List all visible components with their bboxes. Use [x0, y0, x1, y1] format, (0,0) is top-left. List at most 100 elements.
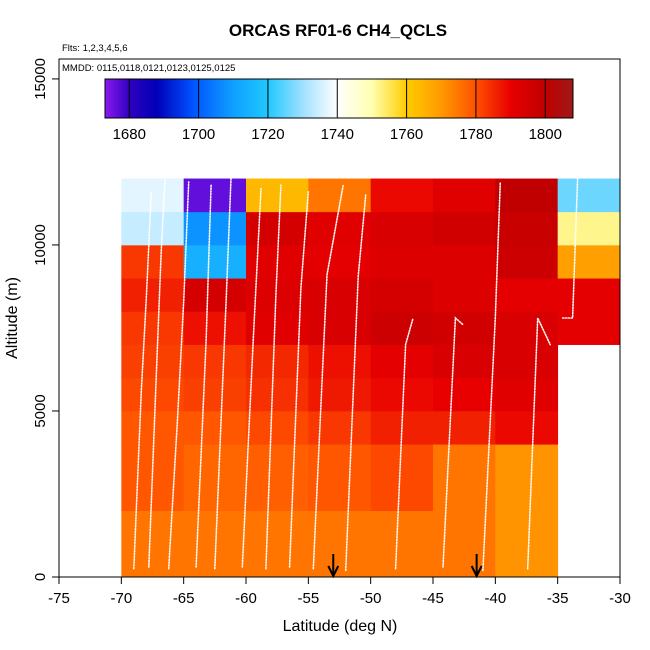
x-tick-label: -50: [360, 590, 382, 607]
x-tick-label: -35: [547, 590, 569, 607]
heatmap-cell: [121, 311, 185, 345]
flight-track: [148, 177, 166, 568]
heatmap-cell: [433, 444, 496, 511]
heatmap-cell: [121, 211, 185, 246]
heatmap-cell: [308, 244, 372, 279]
heatmap-cell: [495, 377, 559, 412]
y-tick-label: 15000: [32, 58, 49, 100]
flight-track: [133, 191, 153, 570]
heatmap-cell: [495, 211, 559, 246]
heatmap-cell: [183, 278, 247, 312]
x-axis: -75 -70 -65 -60 -55 -50 -45 -40 -35 -30: [48, 576, 631, 607]
arrow-markers: [327, 554, 483, 579]
heatmap-cell: [495, 410, 559, 445]
heatmap-cell: [557, 278, 621, 312]
heatmap-cell: [370, 377, 434, 412]
heatmap-cell: [495, 278, 559, 312]
x-tick-label: -45: [422, 590, 444, 607]
heatmap-cell: [433, 244, 496, 279]
heatmap-cell: [246, 344, 309, 379]
heatmap-cell: [370, 178, 434, 213]
colorbar-tick-label: 1780: [459, 126, 492, 143]
heatmap-cell: [121, 178, 185, 213]
heatmap-cell: [183, 377, 247, 412]
x-tick-label: -70: [110, 590, 132, 607]
heatmap-cell: [433, 178, 496, 213]
heatmap-cell: [495, 178, 559, 213]
heatmap-cell: [557, 311, 621, 345]
arrow-head: [470, 565, 483, 579]
heatmap-cell: [183, 311, 247, 345]
colorbar-tick-label: 1800: [529, 126, 562, 143]
heatmap-cell: [183, 344, 247, 379]
heatmap-cell: [433, 377, 496, 412]
heatmap-cell: [308, 311, 372, 345]
flight-track: [265, 184, 282, 570]
heatmap-cell: [495, 344, 559, 379]
heatmap-cell: [183, 178, 247, 213]
heatmap-cell: [246, 444, 309, 511]
dates-note: MMDD: 0115,0118,0121,0123,0125,0125: [62, 63, 235, 74]
heatmap-cell: [121, 244, 185, 279]
colorbar-tick-label: 1740: [321, 126, 354, 143]
arrow-marker: [470, 554, 483, 579]
heatmap-cell: [308, 211, 372, 246]
heatmap-cell: [495, 244, 559, 279]
colorbar-tick-label: 1760: [390, 126, 423, 143]
colorbar-tick-label: 1680: [113, 126, 146, 143]
flight-track: [167, 181, 190, 570]
heatmap-cell: [246, 211, 309, 246]
y-axis-label: Altitude (m): [4, 277, 21, 359]
y-tick-label: 10000: [32, 224, 49, 266]
heatmap-cell: [433, 311, 496, 345]
flight-track: [442, 316, 464, 568]
heatmap-cell: [433, 278, 496, 312]
heatmap-cell: [121, 410, 185, 445]
flight-track: [214, 177, 232, 570]
heatmap-cells: [121, 178, 621, 578]
heatmap-cell: [557, 178, 621, 213]
x-tick-label: -40: [484, 590, 506, 607]
heatmap-cell: [246, 510, 309, 578]
flight-track: [312, 184, 345, 570]
heatmap-cell: [246, 377, 309, 412]
flight-track: [344, 194, 367, 572]
x-tick-label: -55: [297, 590, 319, 607]
heatmap-cell: [433, 344, 496, 379]
heatmap-cell: [308, 278, 372, 312]
heatmap-cell: [433, 410, 496, 445]
heatmap-cell: [495, 510, 559, 578]
flights-note: Flts: 1,2,3,4,5,6: [62, 43, 127, 54]
heatmap-cell: [183, 444, 247, 511]
flight-track: [195, 184, 212, 568]
y-tick-label: 5000: [32, 394, 49, 427]
heatmap-cell: [246, 410, 309, 445]
heatmap-cell: [370, 278, 434, 312]
heatmap-cell: [308, 410, 372, 445]
heatmap-cell: [308, 377, 372, 412]
heatmap-cell: [370, 311, 434, 345]
heatmap-cell: [370, 510, 434, 578]
heatmap-cell: [183, 410, 247, 445]
flight-track: [561, 177, 579, 319]
heatmap-cell: [433, 211, 496, 246]
heatmap-cell: [308, 344, 372, 379]
flight-track: [288, 191, 310, 568]
y-axis: 0 5000 10000 15000: [32, 58, 60, 581]
flight-track: [482, 181, 502, 572]
colorbar-tick-label: 1700: [182, 126, 215, 143]
heatmap-cell: [246, 178, 309, 213]
x-axis-label: Latitude (deg N): [283, 618, 398, 635]
heatmap-cell: [370, 344, 434, 379]
arrow-marker: [327, 554, 340, 579]
flight-track: [241, 187, 262, 568]
colorbar: 1680 1700 1720 1740 1760 1780 1800: [104, 78, 574, 143]
colorbar-bar: [104, 78, 574, 119]
heatmap-cell: [557, 211, 621, 246]
x-tick-label: -75: [48, 590, 70, 607]
heatmap-cell: [121, 278, 185, 312]
heatmap-cell: [495, 444, 559, 511]
y-tick-label: 0: [32, 573, 49, 581]
heatmap-cell: [370, 244, 434, 279]
